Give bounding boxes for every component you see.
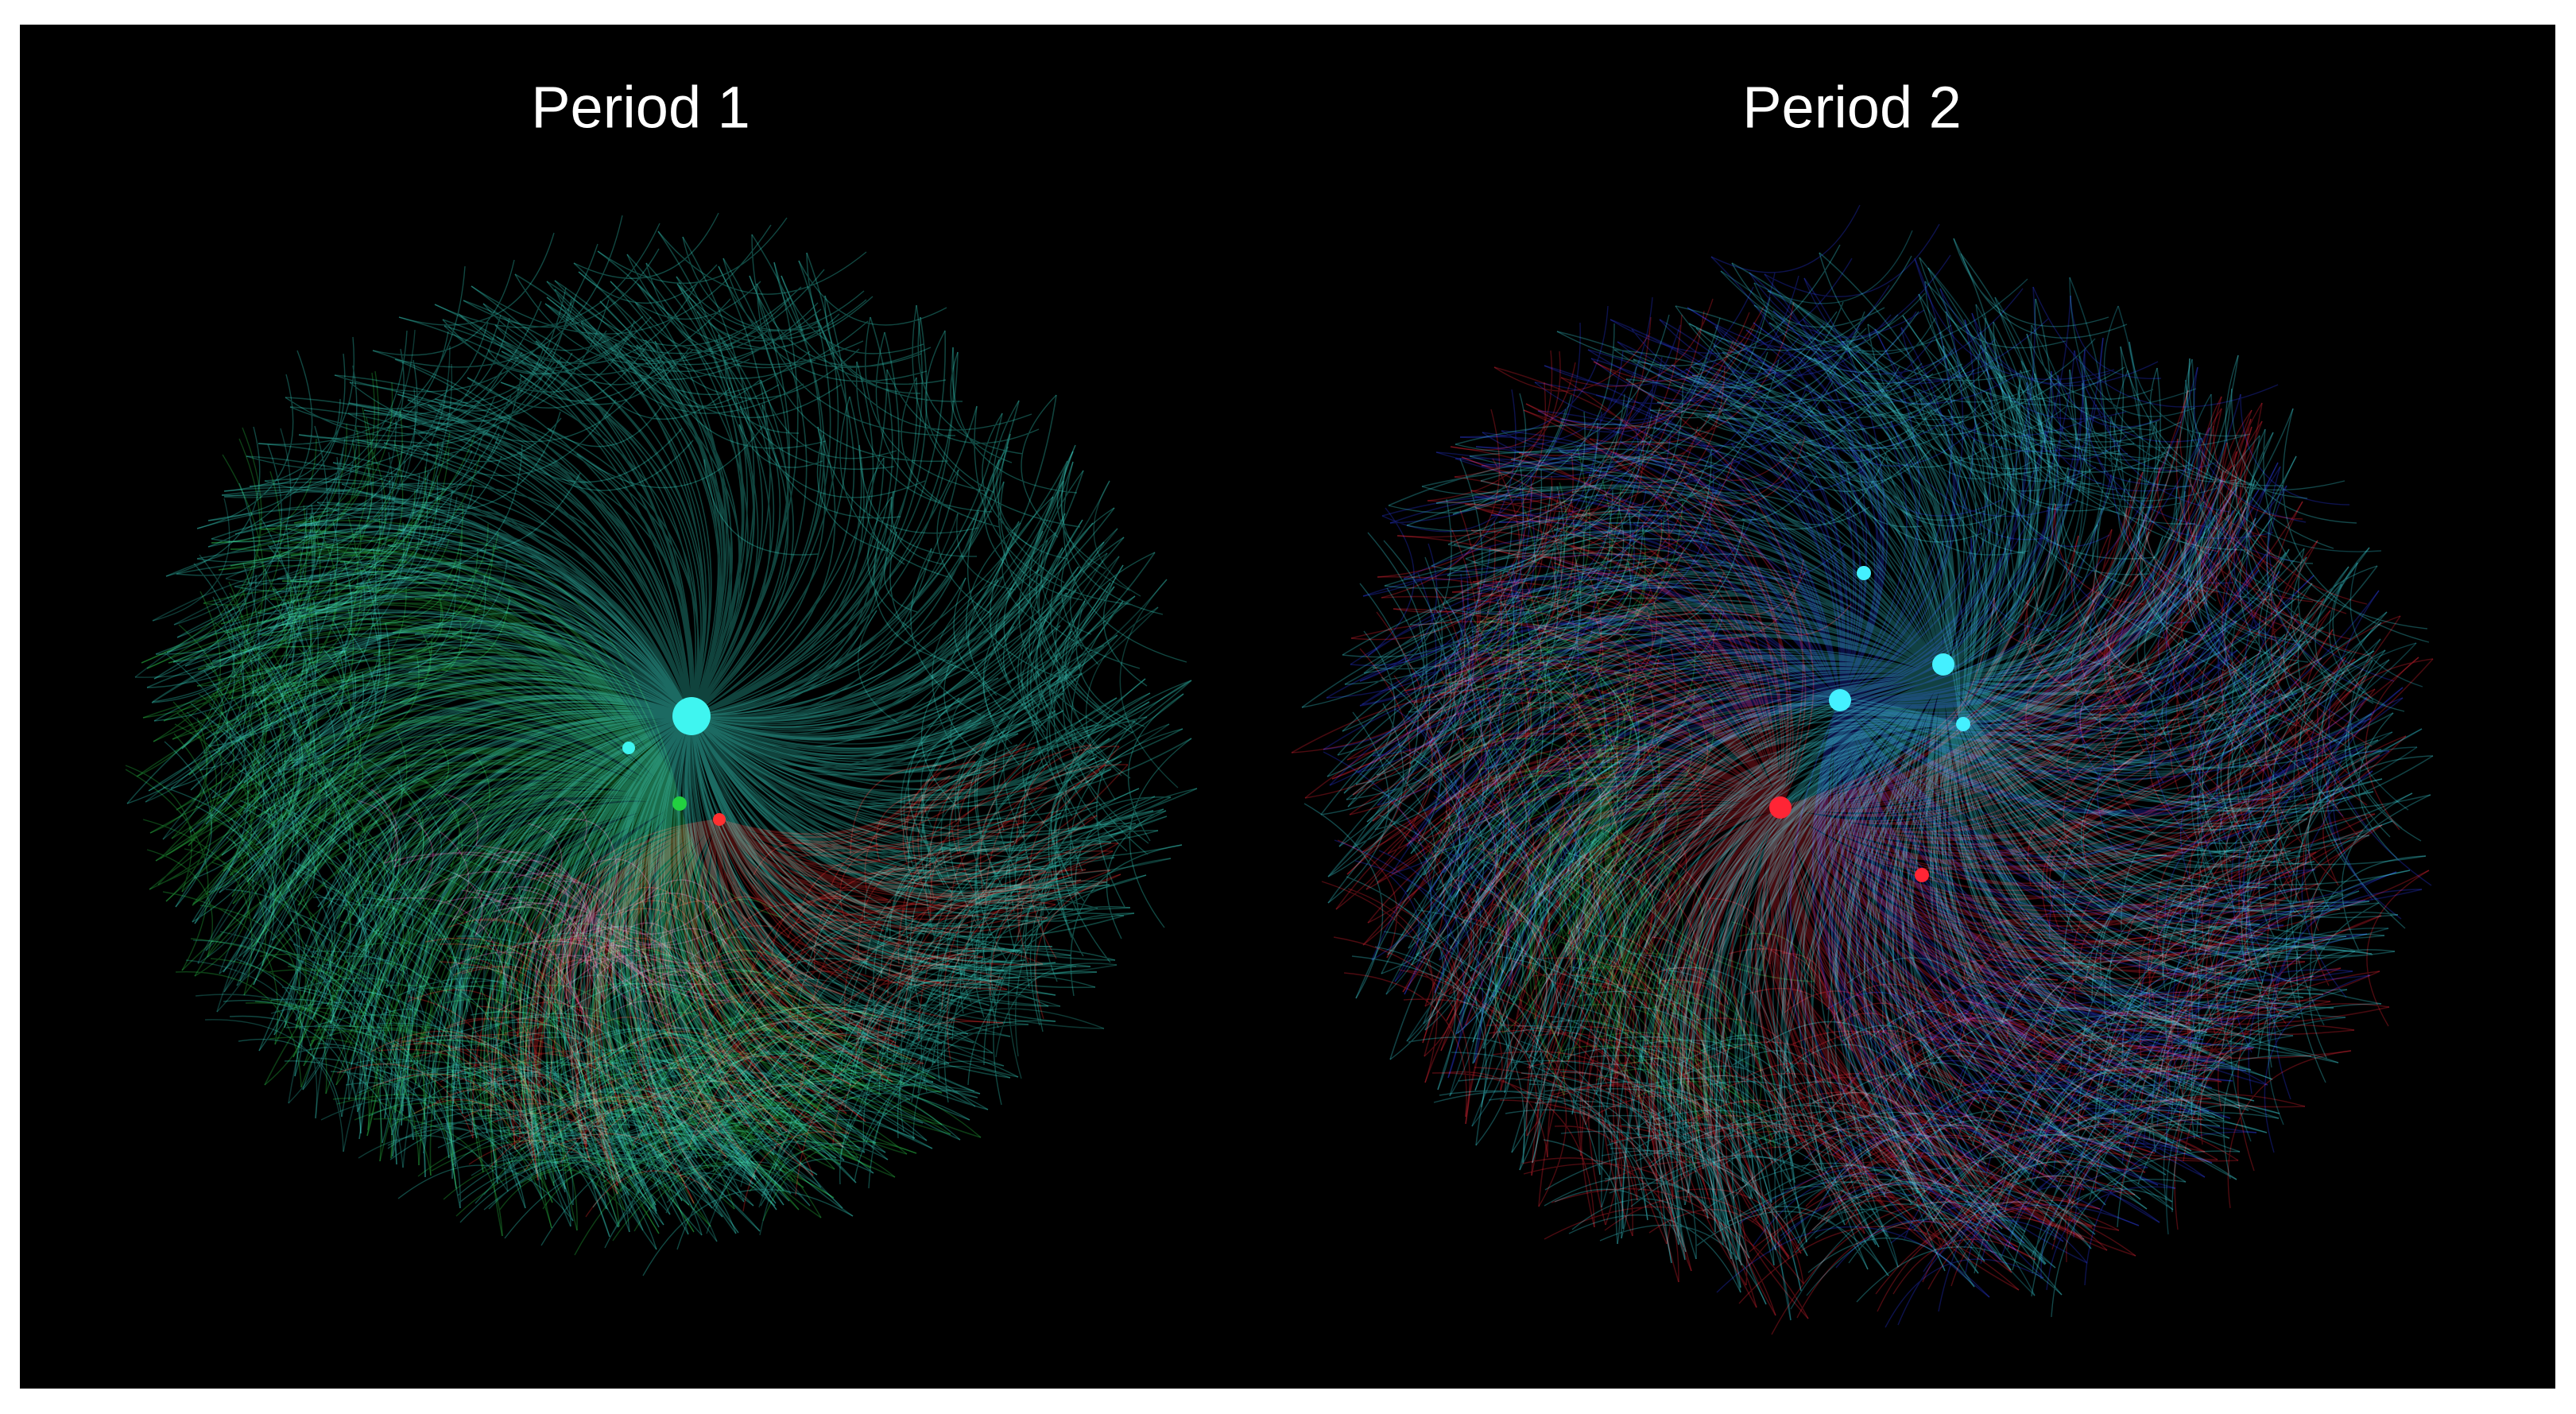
- rim-arcs: [134, 329, 1179, 1242]
- node: [672, 796, 687, 811]
- panel-title: Period 1: [531, 75, 750, 141]
- node: [672, 697, 711, 735]
- node: [1829, 689, 1851, 711]
- edge-bundle: [1385, 267, 2423, 1321]
- node: [713, 813, 726, 826]
- edge-bundle: [1425, 618, 1815, 1168]
- node: [1857, 566, 1871, 580]
- edge-bundle: [134, 444, 1172, 1242]
- node: [1769, 796, 1792, 819]
- node: [622, 742, 635, 754]
- node: [1956, 717, 1970, 731]
- node: [1932, 653, 1954, 676]
- rim-arcs: [1371, 230, 2423, 1321]
- edges-layer: [125, 204, 2434, 1335]
- panel-title: Period 2: [1742, 75, 1962, 141]
- nodes-layer: [622, 566, 1970, 882]
- figure: Period 1 Period 2: [20, 25, 2555, 1389]
- network-figure: Period 1 Period 2: [125, 75, 2434, 1335]
- node: [1915, 868, 1929, 882]
